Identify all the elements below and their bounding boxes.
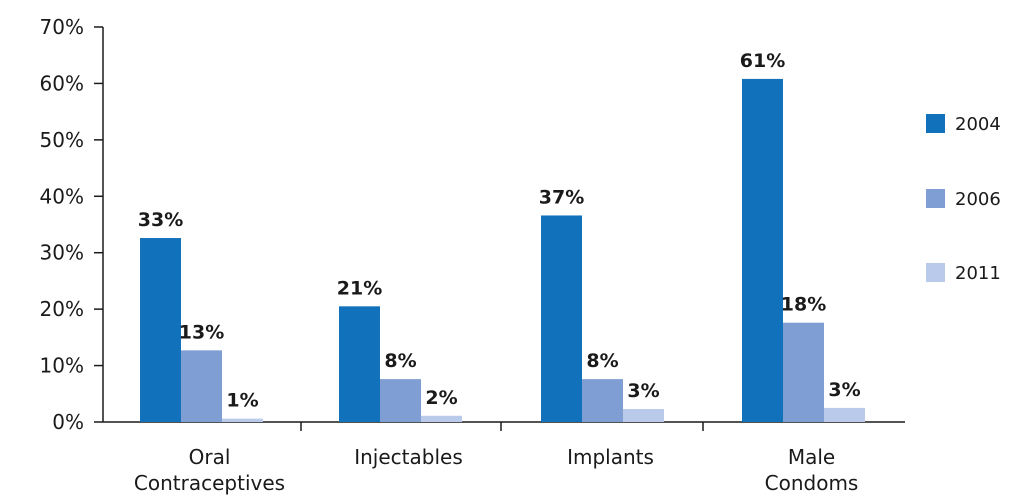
bar-2011-2 [623,409,664,422]
y-tick-label: 20% [40,297,84,321]
category-label: Condoms [765,471,859,495]
legend-label: 2006 [955,189,1001,210]
bar-2011-3 [824,407,865,422]
category-label: Injectables [354,445,463,469]
category-label: Male [788,445,835,469]
bar-2006-0 [181,350,222,422]
data-label: 37% [539,186,584,208]
bar-2006-2 [582,379,623,422]
data-label: 3% [828,379,860,401]
bar-2006-3 [783,322,824,422]
y-tick-label: 60% [40,71,84,95]
bar-2011-0 [222,418,263,422]
data-label: 21% [337,277,382,299]
bar-2004-2 [541,215,582,422]
legend-swatch-2006 [926,189,945,208]
data-label: 8% [586,350,618,372]
bar-2004-0 [140,238,181,422]
bar-2006-1 [380,379,421,422]
bar-2004-1 [339,306,380,422]
data-label: 61% [740,50,785,72]
data-label: 1% [226,390,258,412]
data-label: 13% [179,321,224,343]
data-label: 2% [425,387,457,409]
y-tick-label: 70% [40,15,84,39]
category-label: Contraceptives [134,471,285,495]
category-label: Oral [189,445,231,469]
bar-2011-1 [421,415,462,422]
y-tick-label: 50% [40,128,84,152]
data-label: 18% [781,294,826,316]
y-tick-label: 30% [40,241,84,265]
data-label: 33% [138,209,183,231]
legend-label: 2011 [955,263,1001,284]
data-label: 3% [627,380,659,402]
legend-label: 2004 [955,114,1001,135]
bar-2004-3 [742,78,783,423]
category-label: Implants [567,445,654,469]
y-tick-label: 10% [40,354,84,378]
y-tick-label: 0% [52,410,84,434]
data-label: 8% [384,350,416,372]
y-tick-label: 40% [40,184,84,208]
legend-swatch-2011 [926,263,945,282]
legend-swatch-2004 [926,114,945,133]
